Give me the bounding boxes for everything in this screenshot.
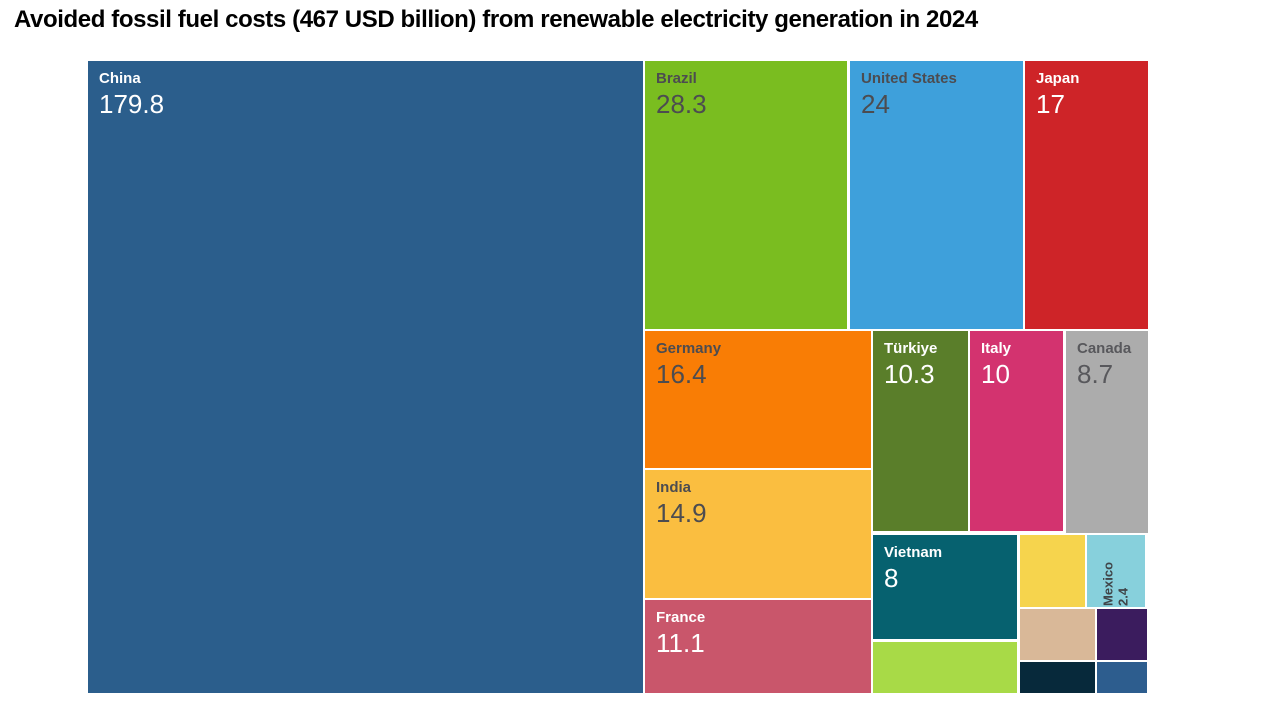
- cell-labels: France 11.1: [645, 600, 871, 657]
- cell-country-label: Canada: [1077, 340, 1132, 357]
- cell-country-label: Mexico: [1100, 561, 1116, 606]
- cell-value-label: 11.1: [656, 627, 705, 658]
- treemap-cell-india[interactable]: India 14.9: [645, 470, 871, 598]
- treemap-cell-germany[interactable]: Germany 16.4: [645, 331, 871, 468]
- cell-country-label: India: [656, 479, 692, 496]
- treemap-cell-italy[interactable]: Italy 10: [970, 331, 1063, 531]
- treemap-cell-japan[interactable]: Japan 17: [1025, 61, 1148, 329]
- treemap-cell-unlabeled-green[interactable]: [873, 642, 1017, 693]
- treemap-cell-unlabeled-tan[interactable]: [1020, 609, 1095, 660]
- cell-labels: Canada 8.7: [1066, 331, 1148, 388]
- cell-value-label: 28.3: [656, 88, 707, 119]
- cell-country-label: United States: [861, 70, 957, 87]
- cell-labels: United States 24: [850, 61, 1023, 118]
- cell-value-label: 8: [884, 562, 899, 593]
- cell-country-label: Vietnam: [884, 544, 943, 561]
- treemap-cell-mexico[interactable]: Mexico 2.4: [1087, 535, 1145, 607]
- cell-country-label: Türkiye: [884, 340, 938, 357]
- cell-labels: Türkiye 10.3: [873, 331, 968, 388]
- cell-country-label: China: [99, 70, 141, 87]
- treemap-cell-canada[interactable]: Canada 8.7: [1066, 331, 1148, 533]
- treemap-cell-china[interactable]: China 179.8: [88, 61, 643, 693]
- chart-title: Avoided fossil fuel costs (467 USD billi…: [14, 6, 978, 33]
- cell-country-label: Italy: [981, 340, 1012, 357]
- cell-labels: Italy 10: [970, 331, 1063, 388]
- cell-value-label: 24: [861, 88, 890, 119]
- treemap-cell-unlabeled-navy[interactable]: [1020, 662, 1095, 693]
- treemap-cell-unlabeled-purple[interactable]: [1097, 609, 1147, 660]
- cell-value-label: 179.8: [99, 88, 165, 119]
- treemap-cell-united-states[interactable]: United States 24: [850, 61, 1023, 329]
- treemap: China 179.8 Brazil 28.3 United States 24 Japan…: [88, 61, 1148, 693]
- cell-labels: Mexico 2.4: [1100, 536, 1131, 606]
- cell-country-label: Germany: [656, 340, 722, 357]
- cell-labels: Brazil 28.3: [645, 61, 847, 118]
- cell-value-label: 10.3: [884, 358, 935, 389]
- cell-value-label: 8.7: [1077, 358, 1114, 389]
- treemap-cell-vietnam[interactable]: Vietnam 8: [873, 535, 1017, 639]
- cell-value-label: 2.4: [1115, 587, 1131, 606]
- cell-value-label: 16.4: [656, 358, 707, 389]
- treemap-cell-brazil[interactable]: Brazil 28.3: [645, 61, 847, 329]
- cell-value-label: 14.9: [656, 497, 707, 528]
- cell-labels: Germany 16.4: [645, 331, 871, 388]
- cell-country-label: France: [656, 609, 706, 626]
- cell-country-label: Japan: [1036, 70, 1080, 87]
- cell-country-label: Brazil: [656, 70, 697, 87]
- cell-labels: Japan 17: [1025, 61, 1148, 118]
- cell-labels: Vietnam 8: [873, 535, 1017, 592]
- cell-labels: China 179.8: [88, 61, 643, 118]
- treemap-cell-france[interactable]: France 11.1: [645, 600, 871, 693]
- treemap-cell-unlabeled-blue[interactable]: [1097, 662, 1147, 693]
- cell-value-label: 10: [981, 358, 1010, 389]
- cell-value-label: 17: [1036, 88, 1065, 119]
- treemap-cell-unlabeled-yellow[interactable]: [1020, 535, 1085, 607]
- treemap-cell-turkiye[interactable]: Türkiye 10.3: [873, 331, 968, 531]
- cell-labels: India 14.9: [645, 470, 871, 527]
